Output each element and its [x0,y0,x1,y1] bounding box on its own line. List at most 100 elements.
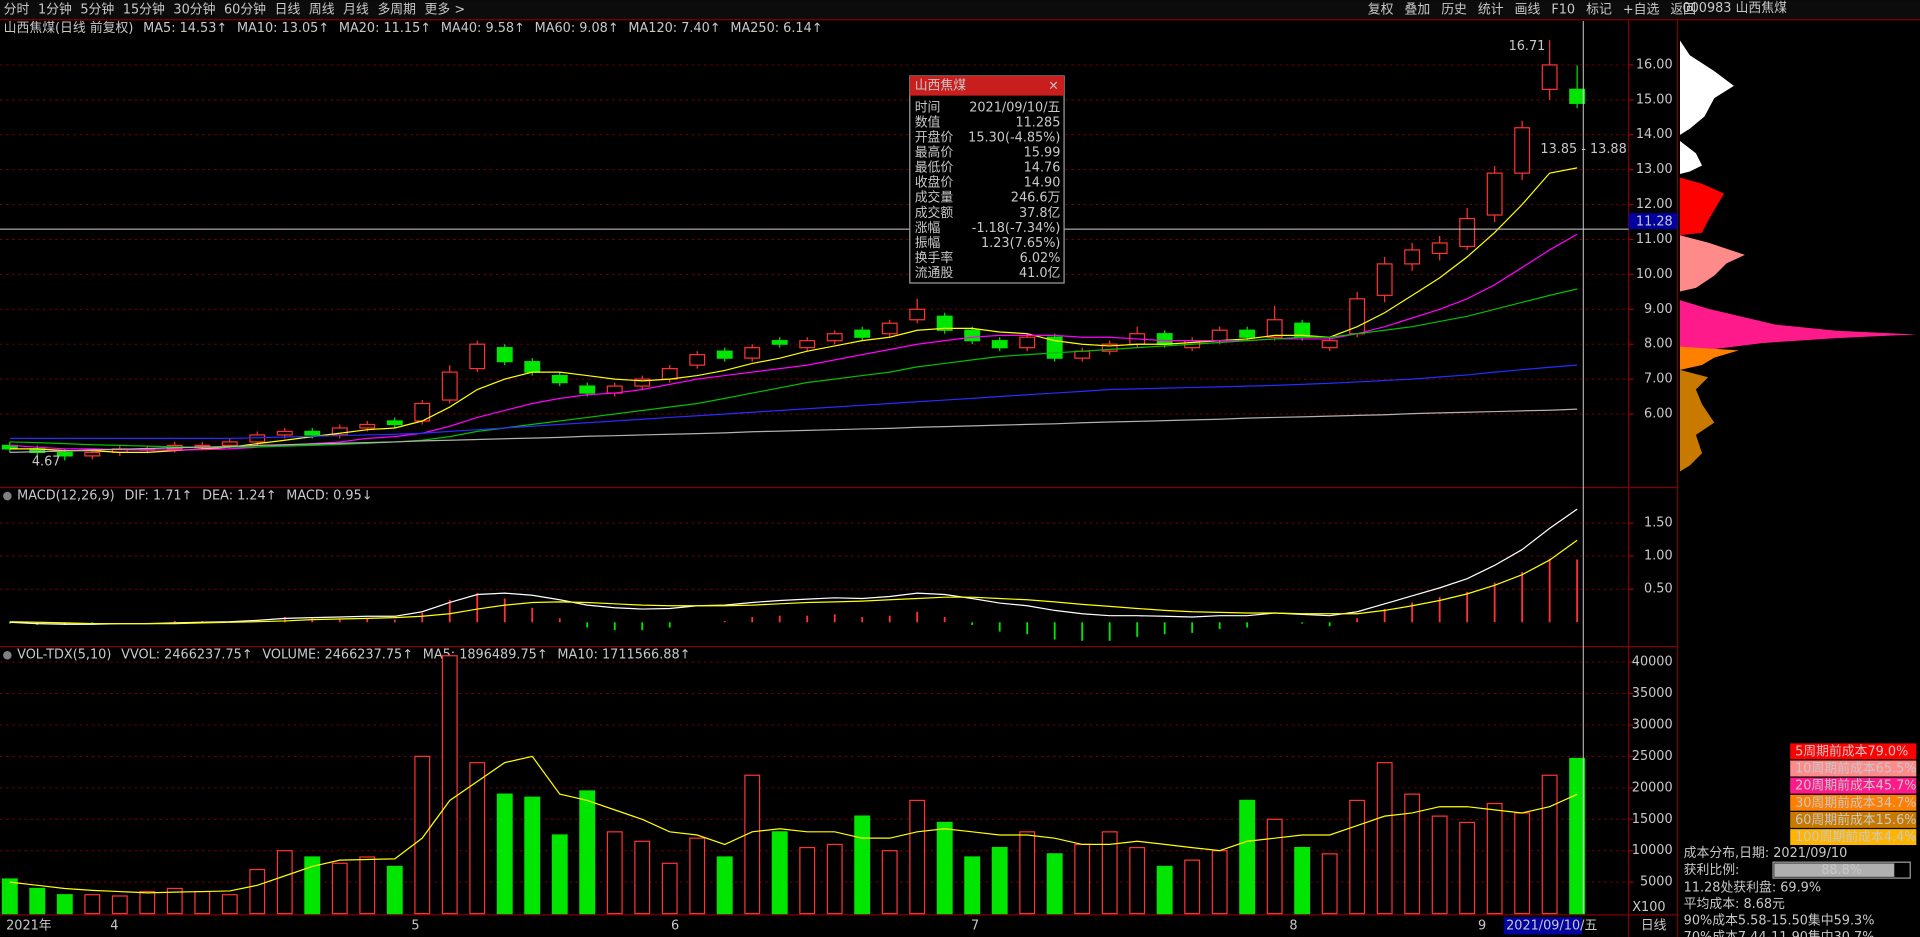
tool-button[interactable]: 叠加 [1404,2,1430,17]
indicator-legend: VVOL: 2466237.75↑ [121,648,252,663]
tooltip: 山西焦煤 × 时间 2021/09/10/五数值 11.285 开盘价 15.30(-4… [909,75,1065,284]
indicator-legend: VOL-TDX(5,10) [17,648,111,663]
indicator-legend: MA40: 9.58↑ [441,21,525,36]
y-tick-label: 25000 [1632,749,1673,764]
tooltip-label: 流通股 [915,266,954,281]
tooltip-value: 41.0亿 [1019,266,1061,281]
period-tab[interactable]: 更多 > [425,2,466,17]
cost-legend-label: 30周期前成本34.7% [1795,795,1916,811]
profile-shape [1680,235,1745,292]
volume-bar [1239,799,1256,915]
tool-button[interactable]: 标记 [1586,2,1612,17]
y-tick-label: 11.00 [1636,232,1673,247]
tool-button[interactable]: +自选 [1623,2,1660,17]
candle-body [991,340,1008,349]
period-tab[interactable]: 15分钟 [123,1,165,17]
volume-bar [551,834,568,915]
tool-button[interactable]: 返回 [1670,2,1696,17]
tooltip-value: 6.02% [1020,251,1061,266]
volume-bar [1486,802,1503,915]
tooltip-label: 时间 [915,100,941,115]
volume-bar [1,878,18,915]
tool-button[interactable]: F10 [1551,2,1575,17]
stock-name: 000983 山西焦煤 [1682,1,1787,16]
period-tab[interactable]: 分时 [4,2,30,17]
volume-bar [1184,859,1201,915]
volume-bar [964,856,981,915]
tool-button[interactable]: 画线 [1515,2,1541,17]
volume-bar [799,846,816,915]
tooltip-value: 37.8亿 [1019,206,1061,221]
indicator-line [9,539,1578,625]
profit-bar [1774,863,1895,877]
volume-bar [661,862,678,915]
cost-legend-swatch [1790,829,1917,846]
candle-body [1101,343,1118,352]
indicator-line [9,364,1578,439]
candle-body [469,343,486,370]
y-tick-label: 14.00 [1636,127,1673,142]
period-tab[interactable]: 30分钟 [173,1,215,17]
cost-info: 70%成本7.44-11.90集中30.7% [1684,929,1875,937]
period-tab[interactable]: 周线 [309,2,335,17]
candle-body [771,340,788,345]
period-tab[interactable]: 多周期 [377,2,416,17]
y-tick-label: 10.00 [1636,267,1673,282]
max-label: 16.71 [1509,39,1546,54]
volume-bar [854,815,871,915]
profile-shape [1680,40,1734,135]
x-axis-label: 7 [971,918,979,933]
cost-legend-label: 5周期前成本79.0% [1795,743,1908,759]
profile-shape [1680,177,1725,236]
cost-legend-label: 60周期前成本15.6% [1795,812,1916,828]
profile-shape [1680,346,1739,370]
tooltip-close[interactable]: × [1048,78,1059,93]
volume-bar [29,887,46,915]
volume-bar [221,894,238,915]
period-tab[interactable]: 月线 [343,2,369,17]
volume-bar [359,856,376,915]
volume-bar [524,796,541,915]
cost-legend-swatch [1790,743,1917,760]
candle-body [854,329,871,338]
cost-legend-label: 100周期前成本4.4% [1795,829,1916,845]
candle-body [1074,350,1091,359]
candle-body [661,368,678,380]
tool-button[interactable]: 统计 [1478,2,1504,17]
volume-bar [469,762,486,915]
indicator-legend: MACD(12,26,9) [17,489,115,504]
tool-button[interactable]: 历史 [1441,2,1467,17]
candle-body [1569,88,1586,104]
profile-shape [1680,300,1917,353]
indicator-line [9,508,1578,625]
x-axis-label: 6 [671,918,679,933]
period-tab[interactable]: 5分钟 [80,1,114,17]
volume-bar [1019,831,1036,915]
volume-bar [111,895,128,915]
tooltip-label: 最高价 [915,145,954,161]
candle-body [1266,319,1283,338]
volume-bar [441,655,458,915]
period-tab[interactable]: 1分钟 [38,1,72,17]
y-tick-label: 20000 [1632,780,1673,795]
period-tab[interactable]: 日线 [275,2,301,17]
volume-bar [414,755,431,915]
y-tick-label: 1.00 [1644,549,1673,564]
tooltip-value: 14.76 [1024,161,1061,176]
tool-button[interactable]: 复权 [1368,1,1394,17]
candle-body [1459,217,1476,248]
volume-bar [194,890,211,915]
volume-bar [826,843,843,915]
volume-bar [331,862,348,915]
indicator-legend: MA250: 6.14↑ [730,21,822,36]
candle-body [909,308,926,321]
y-tick-label: 8.00 [1644,337,1673,352]
volume-bar [579,790,596,915]
candle-body [1239,329,1256,338]
y-tick-label: 35000 [1632,686,1673,701]
period-tab[interactable]: 60分钟 [224,1,266,17]
y-tick-label: 9.00 [1644,302,1673,317]
x-axis-label: 2021年 [6,918,52,933]
volume-bar [276,850,293,915]
